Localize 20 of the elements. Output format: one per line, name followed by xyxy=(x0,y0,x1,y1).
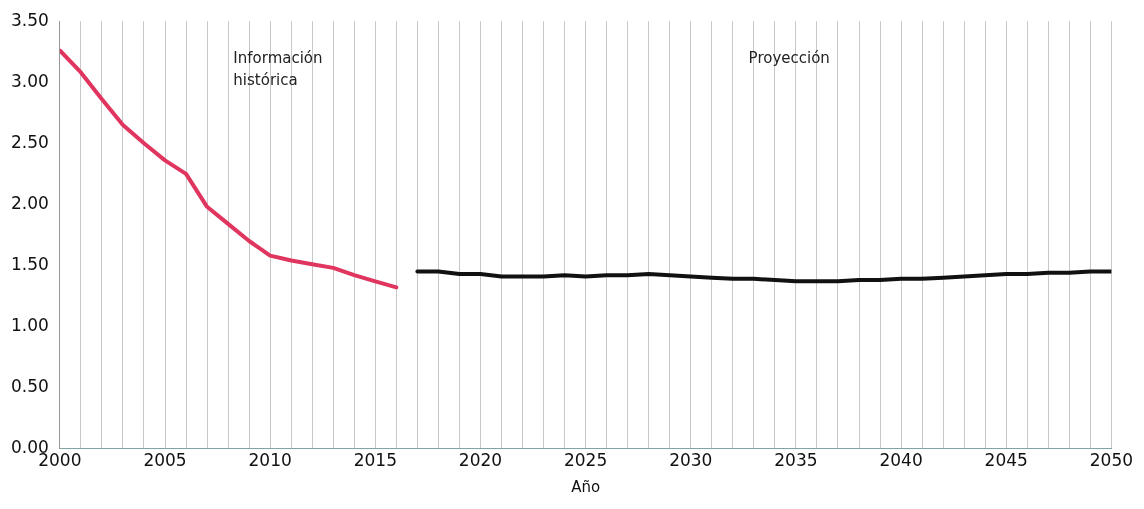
y-tick-label: 3.50 xyxy=(10,9,49,30)
y-tick-label: 2.00 xyxy=(10,192,49,213)
x-tick-label: 2025 xyxy=(563,450,608,471)
y-tick-label: 2.50 xyxy=(10,131,49,152)
x-tick-label: 2030 xyxy=(669,450,713,471)
x-tick-label: 2015 xyxy=(353,450,397,471)
x-axis-title: Año xyxy=(571,477,601,496)
x-tick-label: 2040 xyxy=(879,450,923,471)
y-tick-label: 1.50 xyxy=(10,253,49,274)
x-tick-label: 2035 xyxy=(774,450,818,471)
x-tick-label: 2020 xyxy=(458,450,503,471)
x-tick-label: 2050 xyxy=(1089,450,1133,471)
y-tick-label: 1.00 xyxy=(10,314,49,335)
annotation: Proyección xyxy=(748,48,830,67)
x-tick-label: 2045 xyxy=(984,450,1028,471)
x-tick-label: 2010 xyxy=(248,450,292,471)
y-tick-label: 3.00 xyxy=(10,70,49,91)
annotation: Información histórica xyxy=(233,48,323,89)
y-tick-label: 0.50 xyxy=(10,375,49,396)
x-tick-label: 2005 xyxy=(143,450,187,471)
